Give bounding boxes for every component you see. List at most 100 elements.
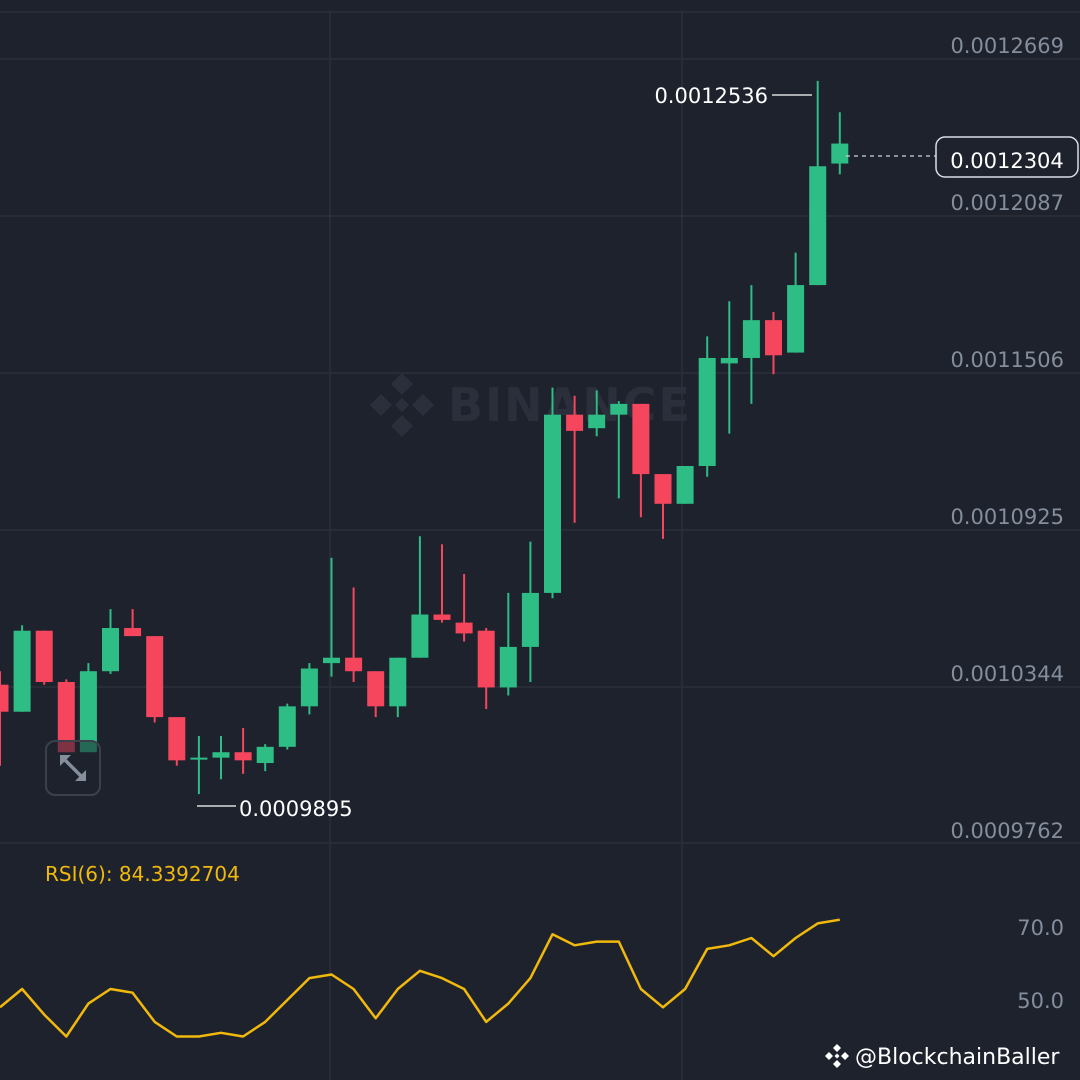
candle-body xyxy=(367,671,385,707)
rsi-axis-label: 50.0 xyxy=(1017,989,1064,1013)
candle-body xyxy=(102,628,119,672)
candle xyxy=(278,703,296,750)
candle-body xyxy=(168,717,186,761)
candle-body xyxy=(389,657,407,707)
candle-body xyxy=(79,671,97,753)
price-axis-label: 0.0010344 xyxy=(950,662,1064,686)
price-axis-label: 0.0012087 xyxy=(950,191,1064,215)
candle-body xyxy=(809,166,827,286)
expand-button[interactable] xyxy=(45,740,101,796)
candle xyxy=(455,574,473,642)
candle-body xyxy=(124,628,142,637)
candle xyxy=(742,285,760,404)
candle-body xyxy=(787,285,805,353)
candle-body xyxy=(588,414,606,429)
current-price-box xyxy=(935,136,1079,178)
binance-logo-icon xyxy=(370,373,434,437)
candle-body xyxy=(654,474,672,504)
current-price-marker: 0.0012304 xyxy=(846,136,1079,178)
candlestick-series xyxy=(0,80,849,795)
price-axis-label: 0.0012669 xyxy=(950,34,1064,58)
candle-body xyxy=(521,592,539,647)
price-annotations: 0.0012536 0.0009895 xyxy=(197,84,812,821)
candle xyxy=(566,395,584,523)
candle-body xyxy=(234,752,252,761)
rsi-axis-label: 70.0 xyxy=(1017,916,1064,940)
candle xyxy=(168,717,186,766)
candle xyxy=(809,80,827,286)
price-axis-label: 0.0010925 xyxy=(950,505,1064,529)
candle xyxy=(411,536,429,658)
candle-body xyxy=(698,357,716,466)
candle xyxy=(720,301,738,434)
candle-body xyxy=(676,465,694,504)
candle xyxy=(831,112,849,175)
candle xyxy=(0,671,9,766)
current-price-label: 0.0012304 xyxy=(950,149,1064,173)
candle-body xyxy=(742,320,760,358)
candle xyxy=(477,628,495,710)
candle xyxy=(389,657,407,718)
candle-body xyxy=(566,414,584,431)
candle xyxy=(146,636,164,723)
chart-grid xyxy=(0,11,1080,1080)
candle xyxy=(632,403,650,518)
credit: @BlockchainBaller xyxy=(825,1044,1060,1070)
candle-body xyxy=(499,646,517,688)
candle xyxy=(676,465,694,504)
candle xyxy=(787,252,805,353)
candle xyxy=(765,312,782,375)
rsi-axis: 70.0 50.0 xyxy=(1017,916,1064,1013)
candle xyxy=(588,390,606,437)
candle xyxy=(256,744,274,772)
candle-body xyxy=(300,668,318,707)
candle-body xyxy=(455,622,473,634)
price-axis-label: 0.0011506 xyxy=(950,348,1064,372)
rsi-title: RSI(6): 84.3392704 xyxy=(45,862,240,886)
candle-body xyxy=(256,746,274,764)
candle xyxy=(13,625,31,712)
candle-body xyxy=(720,357,738,364)
expand-arrows-icon xyxy=(60,755,86,781)
watermark-handle: @BlockchainBaller xyxy=(855,1045,1060,1070)
candle xyxy=(124,609,142,637)
candle-body xyxy=(57,682,75,753)
candle xyxy=(610,401,628,499)
candle-body xyxy=(544,414,561,593)
low-annotation: 0.0009895 xyxy=(239,797,353,821)
candle xyxy=(102,609,119,674)
candle xyxy=(345,587,363,683)
candle-body xyxy=(831,143,849,164)
candle-body xyxy=(433,614,451,620)
binance-small-logo-icon xyxy=(825,1044,849,1068)
candle xyxy=(499,592,517,696)
candle-body xyxy=(212,752,230,758)
price-axis: 0.0012669 0.0012087 0.0011506 0.0010925 0.00… xyxy=(950,34,1064,843)
candle-body xyxy=(345,657,363,672)
candle-body xyxy=(632,403,650,475)
candle-body xyxy=(477,630,495,688)
candle-body xyxy=(13,630,31,712)
candle xyxy=(654,474,672,539)
candle-body xyxy=(0,684,9,712)
candle-body xyxy=(190,757,208,760)
candle-body xyxy=(278,706,296,747)
candle-body xyxy=(411,614,429,658)
candle-body xyxy=(146,636,164,718)
candle xyxy=(433,544,451,623)
candle xyxy=(190,736,208,795)
candle xyxy=(234,727,252,774)
candle-body xyxy=(35,630,53,683)
price-axis-label: 0.0009762 xyxy=(950,819,1064,843)
candle-body xyxy=(610,403,628,415)
candle xyxy=(521,541,539,683)
candle-body xyxy=(765,320,782,356)
candle xyxy=(300,663,318,715)
candle xyxy=(544,387,561,599)
candle xyxy=(367,671,385,718)
high-annotation: 0.0012536 xyxy=(654,84,768,108)
candle-body xyxy=(323,657,340,664)
rsi-line xyxy=(0,918,841,1038)
